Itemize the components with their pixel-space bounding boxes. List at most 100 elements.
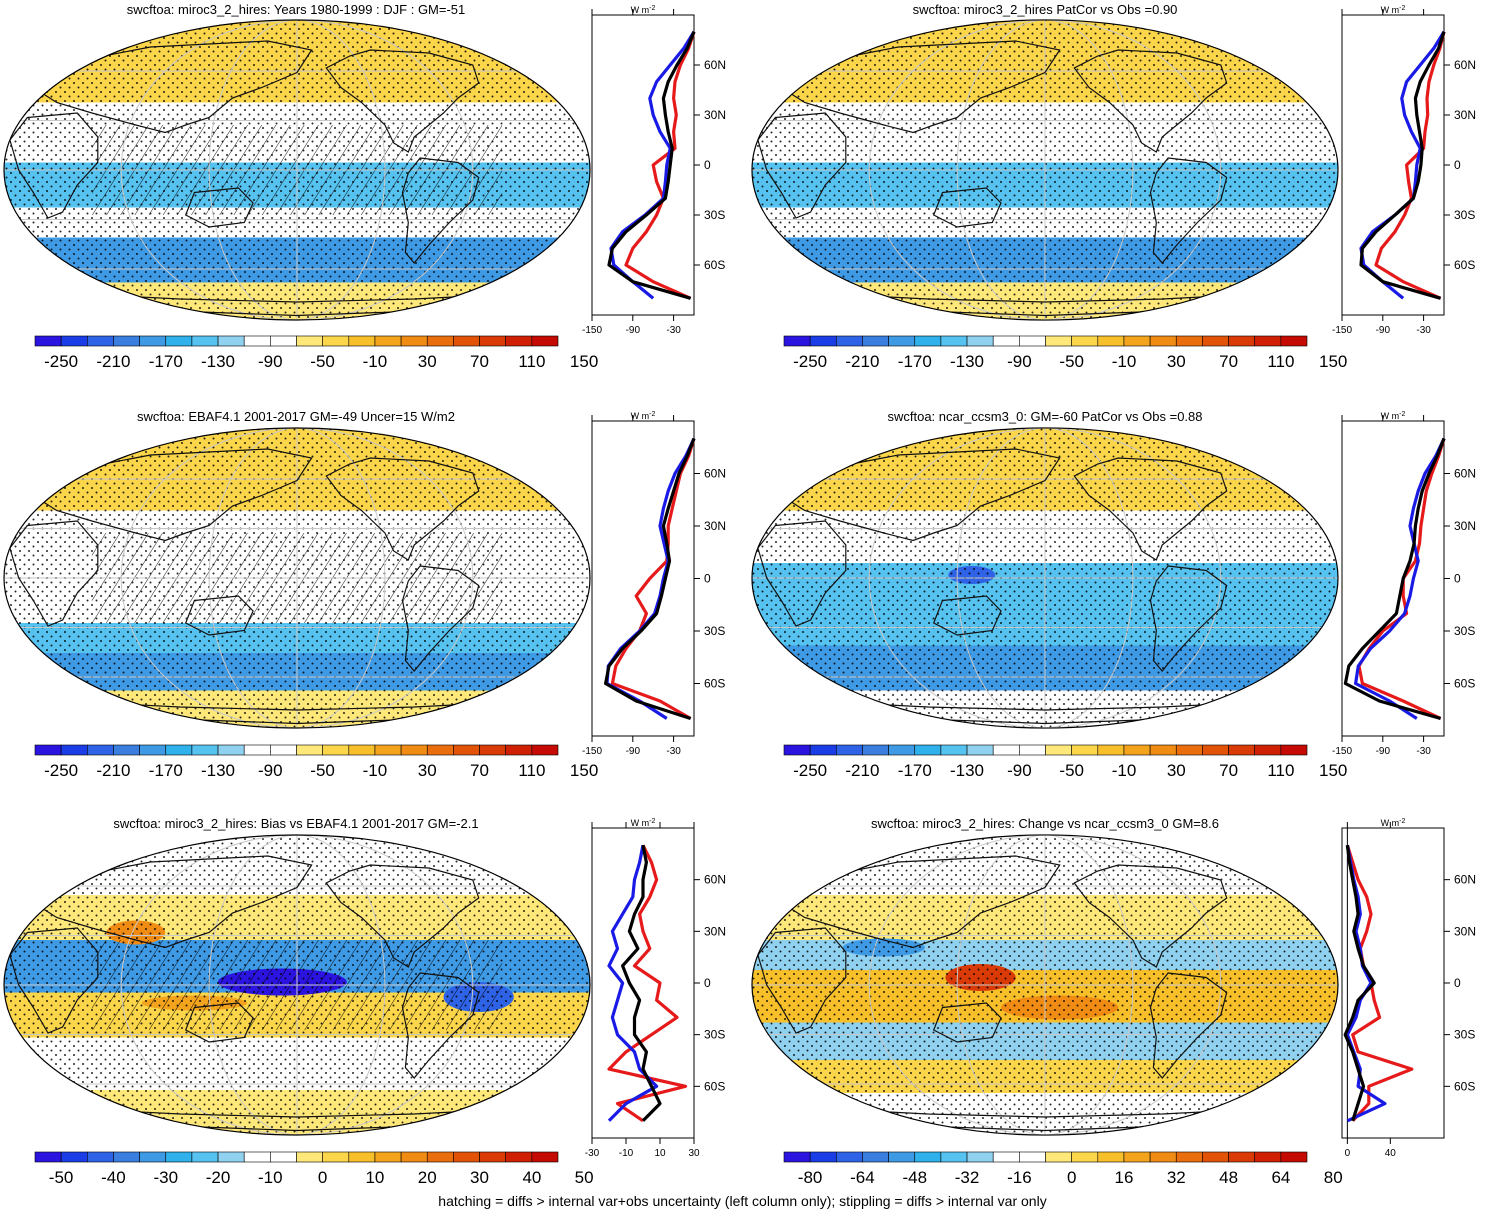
- colorbar-box: [1228, 1151, 1256, 1163]
- colorbar-label: -210: [845, 352, 879, 371]
- profile-line-red: [610, 438, 696, 720]
- colorbar-box: [1202, 335, 1229, 347]
- profile-unit-sup: -2: [1399, 411, 1405, 418]
- colorbar-box: [862, 744, 889, 756]
- profile-ytick-label: 30S: [704, 1028, 725, 1042]
- colorbar-box: [992, 1151, 1020, 1163]
- colorbar-box: [191, 744, 219, 756]
- profile-frame: [1341, 14, 1445, 316]
- colorbar-box: [296, 1151, 323, 1163]
- profile-unit: W m-2: [631, 411, 656, 421]
- colorbar-label: 48: [1219, 1168, 1238, 1187]
- profile-xtick-label: -150: [1332, 325, 1352, 336]
- colorbar-box: [1202, 1151, 1229, 1163]
- panel-title: swcftoa: EBAF4.1 2001-2017 GM=-49 Uncer=…: [137, 409, 455, 424]
- colorbar-box: [479, 744, 506, 756]
- colorbar-box: [296, 744, 323, 756]
- coastline-eurasia: [32, 40, 313, 134]
- zonal-profile: W m-2 60N 30N 0 30S 60S -30 -10 10 30: [585, 818, 726, 1159]
- colorbar-box: [1175, 744, 1203, 756]
- graticule-lon: [1044, 834, 1222, 1136]
- colorbar-label: -50: [49, 1168, 74, 1187]
- colorbar-label: -90: [258, 761, 283, 780]
- graticule-lon: [956, 834, 1046, 1136]
- colorbar-label: 150: [1319, 761, 1347, 780]
- profile-ytick-label: 60S: [704, 677, 725, 691]
- colorbar-label: -80: [798, 1168, 823, 1187]
- colorbar-label: 32: [1167, 1168, 1186, 1187]
- coastline-north-america: [325, 864, 480, 968]
- graticule-lon: [296, 835, 386, 1135]
- coastline-africa: [757, 927, 847, 1034]
- panel-p4: swcftoa: ncar_ccsm3_0: GM=-60 PatCor vs …: [751, 409, 1476, 780]
- colorbar-label: -170: [149, 352, 183, 371]
- colorbar-label: -20: [206, 1168, 231, 1187]
- profile-ytick-label: 60N: [1454, 467, 1476, 481]
- colorbar-box: [270, 744, 297, 756]
- colorbar-label: 70: [1219, 352, 1238, 371]
- coastline-north-america: [1073, 864, 1228, 968]
- colorbar: -80 -64 -48 -32 -16 0 16 32 48 64 80: [783, 1151, 1343, 1187]
- profile-ytick-label: 60N: [704, 873, 726, 887]
- profile-ytick-label: 0: [1454, 158, 1461, 172]
- colorbar-box: [914, 335, 942, 347]
- profile-xtick-label: -90: [1376, 325, 1391, 336]
- colorbar-label: 30: [1167, 761, 1186, 780]
- colorbar-box: [809, 1151, 837, 1163]
- colorbar-label: 110: [518, 352, 545, 371]
- colorbar-box: [400, 1151, 428, 1163]
- colorbar-box: [113, 1151, 140, 1163]
- colorbar-box: [139, 1151, 167, 1163]
- colorbar-box: [888, 335, 916, 347]
- colorbar-box: [1045, 335, 1072, 347]
- colorbar-box: [87, 1151, 114, 1163]
- colorbar-label: -90: [1007, 761, 1032, 780]
- colorbar-box: [139, 744, 167, 756]
- profile-xtick-label: -30: [585, 1148, 600, 1159]
- colorbar-label: -10: [258, 1168, 283, 1187]
- colorbar-box: [835, 1151, 863, 1163]
- colorbar-box: [966, 1151, 994, 1163]
- colorbar-box: [1280, 1151, 1308, 1163]
- colorbar-box: [914, 744, 942, 756]
- colorbar-box: [348, 335, 376, 347]
- colorbar-label: -40: [101, 1168, 126, 1187]
- colorbar-box: [453, 1151, 480, 1163]
- colorbar-box: [87, 744, 114, 756]
- colorbar-box: [531, 744, 559, 756]
- colorbar-label: -10: [363, 352, 388, 371]
- colorbar-box: [1045, 744, 1072, 756]
- colorbar-label: -48: [903, 1168, 928, 1187]
- colorbar-box: [217, 335, 245, 347]
- colorbar-box: [914, 1151, 942, 1163]
- colorbar-box: [139, 335, 167, 347]
- colorbar-box: [322, 335, 350, 347]
- colorbar-box: [243, 744, 271, 756]
- colorbar-box: [783, 744, 811, 756]
- colorbar-box: [113, 335, 140, 347]
- profile-ytick-label: 60S: [1454, 258, 1475, 272]
- colorbar-box: [270, 1151, 297, 1163]
- map: [752, 19, 1338, 321]
- colorbar-label: 0: [318, 1168, 327, 1187]
- graticule-lon: [296, 428, 386, 728]
- colorbar-box: [940, 335, 968, 347]
- profile-line-black: [604, 437, 696, 721]
- colorbar-box: [479, 335, 506, 347]
- colorbar-box: [1149, 744, 1177, 756]
- profile-xtick-label: -30: [666, 325, 681, 336]
- colorbar-label: 150: [570, 761, 598, 780]
- zonal-profile: W m-2 60N 30N 0 30S 60S -150 -90 -30: [582, 411, 726, 757]
- colorbar-label: 80: [1324, 1168, 1343, 1187]
- graticule-lon: [868, 427, 1046, 729]
- zonal-profile: W m-2 60N 30N 0 30S 60S 0 40: [1341, 818, 1476, 1159]
- colorbar-box: [835, 744, 863, 756]
- colorbar-box: [217, 744, 245, 756]
- coastline-australia: [932, 1002, 1002, 1043]
- colorbar-box: [60, 1151, 88, 1163]
- profile-unit-sup: -2: [649, 5, 655, 12]
- graticule-lon: [868, 834, 1046, 1136]
- profile-unit: W m-2: [631, 818, 656, 828]
- coastline-africa: [757, 520, 847, 627]
- colorbar-box: [348, 1151, 376, 1163]
